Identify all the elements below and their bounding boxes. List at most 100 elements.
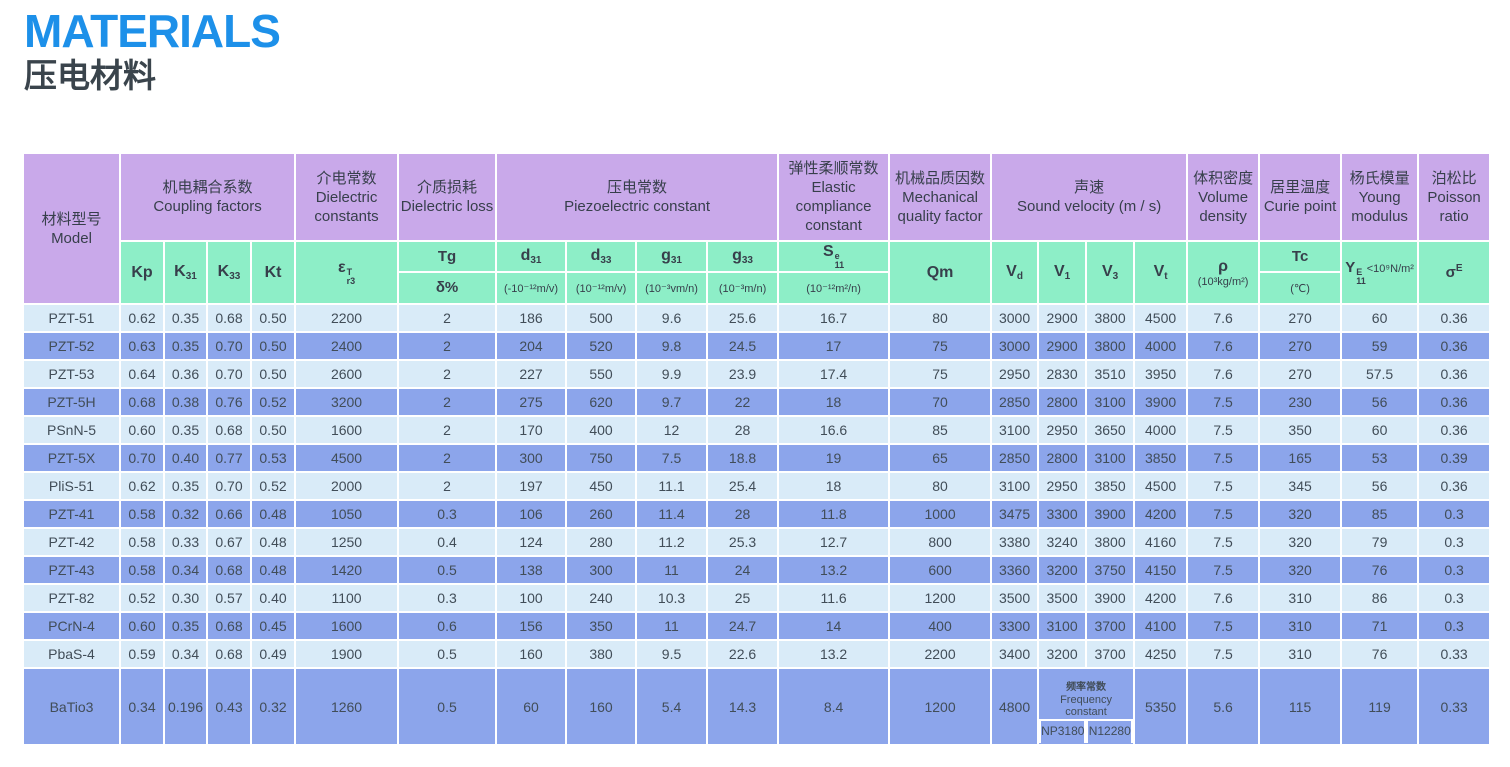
cell: 160 [565, 667, 638, 746]
cell: 22.6 [706, 639, 780, 669]
frequency-constant: 频率常数 Frequency constant NP3180 N12280 [1040, 670, 1133, 743]
cell: 2 [397, 415, 498, 445]
cell: 310 [1258, 583, 1343, 613]
table-row-batio3: BaTio3 0.34 0.196 0.43 0.32 1260 0.5 60 … [22, 667, 1492, 746]
subheader-vt-base: V [1153, 263, 1165, 280]
material-model: BaTio3 [22, 667, 121, 746]
cell: 7.5 [1186, 443, 1261, 473]
cell: 138 [495, 555, 568, 585]
cell: 3800 [1085, 331, 1136, 361]
subheader-s11-sub: 11 [834, 260, 845, 270]
cell: 320 [1258, 527, 1343, 557]
cell: 124 [495, 527, 568, 557]
cell: 4800 [990, 667, 1040, 746]
cell: 0.36 [1417, 359, 1492, 389]
cell: 25.4 [706, 471, 780, 501]
table-row: PbaS-4 0.59 0.34 0.68 0.49 1900 0.5 160 380 9.5 22… [22, 639, 1492, 669]
materials-table: 材料型号 Model 机电耦合系数 Coupling factors 介电常数 Die… [22, 152, 1492, 746]
cell: 7.5 [1186, 471, 1261, 501]
cell: 400 [565, 415, 638, 445]
header-elastic-zh: 弹性柔顺常数 [788, 160, 879, 177]
cell: 4000 [1133, 331, 1189, 361]
header-coupling: 机电耦合系数 Coupling factors [118, 152, 297, 242]
material-model: PZT-43 [22, 555, 121, 585]
cell: 3850 [1133, 443, 1189, 473]
cell: 0.39 [1417, 443, 1492, 473]
header-poisson-zh: 泊松比 [1431, 169, 1477, 187]
cell: 0.66 [206, 499, 252, 529]
cell: 620 [565, 387, 638, 417]
header-sound-zh: 声速 [1074, 179, 1105, 196]
table-row: PZT-41 0.58 0.32 0.66 0.48 1050 0.3 106 260 11.4 2… [22, 499, 1492, 529]
cell: 0.70 [206, 359, 252, 389]
frequency-constant-zh: 频率常数 [1066, 682, 1107, 693]
cell: 0.36 [1417, 331, 1492, 361]
subheader-tc-label: Tc [1291, 247, 1309, 265]
cell: 70 [888, 387, 993, 417]
cell: 76 [1340, 639, 1420, 669]
cell: 4160 [1133, 527, 1189, 557]
subheader-g33-sub: 33 [741, 255, 753, 266]
header-poisson-en: Poisson ratio [1427, 188, 1481, 225]
subheader-epsilon-sup: T [346, 266, 353, 277]
header-coupling-zh: 机电耦合系数 [162, 179, 253, 196]
cell: 13.2 [777, 639, 891, 669]
cell: 0.76 [206, 387, 252, 417]
cell: 227 [495, 359, 568, 389]
subheader-s11-unit: (10⁻¹²m²/n) [777, 271, 891, 305]
material-model: PZT-42 [22, 527, 121, 557]
cell: 1260 [294, 667, 400, 746]
cell: 2 [397, 331, 498, 361]
cell: 2950 [1037, 471, 1088, 501]
cell: 2950 [990, 359, 1040, 389]
cell: 53 [1340, 443, 1420, 473]
cell: 3850 [1085, 471, 1136, 501]
header-sub-row-2: δ% (-10⁻¹²m/v) (10⁻¹²m/v) (10⁻³vm/n) (10… [23, 271, 1490, 305]
cell: 4500 [294, 443, 400, 473]
subheader-sigma: σE [1417, 240, 1492, 305]
cell: 2800 [1037, 443, 1088, 473]
cell: 4100 [1133, 611, 1189, 641]
cell: 3500 [990, 583, 1040, 613]
page-title: MATERIALS [24, 5, 281, 57]
cell: 106 [495, 499, 568, 529]
cell: 25 [706, 583, 780, 613]
cell: 2 [397, 359, 498, 389]
cell: 7.5 [1186, 499, 1261, 529]
cell: 0.52 [249, 387, 297, 417]
cell: 24.5 [706, 331, 780, 361]
cell: 18 [777, 471, 891, 501]
cell: 56 [1340, 471, 1420, 501]
cell: 7.5 [1186, 527, 1261, 557]
cell: 350 [565, 611, 638, 641]
cell: 0.59 [119, 639, 165, 669]
cell: 18 [777, 387, 891, 417]
cell: 0.3 [1417, 499, 1492, 529]
cell: 11.8 [777, 499, 891, 529]
material-model: PliS-51 [22, 471, 121, 501]
cell: 0.68 [119, 387, 165, 417]
cell: 28 [706, 499, 780, 529]
cell: 0.3 [1417, 527, 1492, 557]
header-dielectric-constants-zh: 介电常数 [316, 169, 377, 187]
subheader-g31-sub: 31 [670, 255, 682, 266]
subheader-k31-base: K [174, 263, 186, 280]
table-row: PZT-5X 0.70 0.40 0.77 0.53 4500 2 300 750 7.5 18.8… [22, 443, 1492, 473]
subheader-g33: g33 [706, 240, 780, 273]
header-density-zh: 体积密度 [1193, 169, 1254, 187]
subheader-g31: g31 [635, 240, 709, 273]
cell: 0.50 [249, 303, 297, 333]
cell: 310 [1258, 611, 1343, 641]
cell: 12 [635, 415, 709, 445]
cell: 0.60 [119, 611, 165, 641]
cell: 0.36 [1417, 303, 1492, 333]
cell: 2900 [1037, 303, 1088, 333]
cell: 3500 [1037, 583, 1088, 613]
header-poisson-ratio: 泊松比 Poisson ratio [1417, 152, 1492, 242]
cell: 3900 [1085, 583, 1136, 613]
cell: 0.3 [397, 583, 498, 613]
cell: 2950 [1037, 415, 1088, 445]
material-model: PbaS-4 [22, 639, 121, 669]
